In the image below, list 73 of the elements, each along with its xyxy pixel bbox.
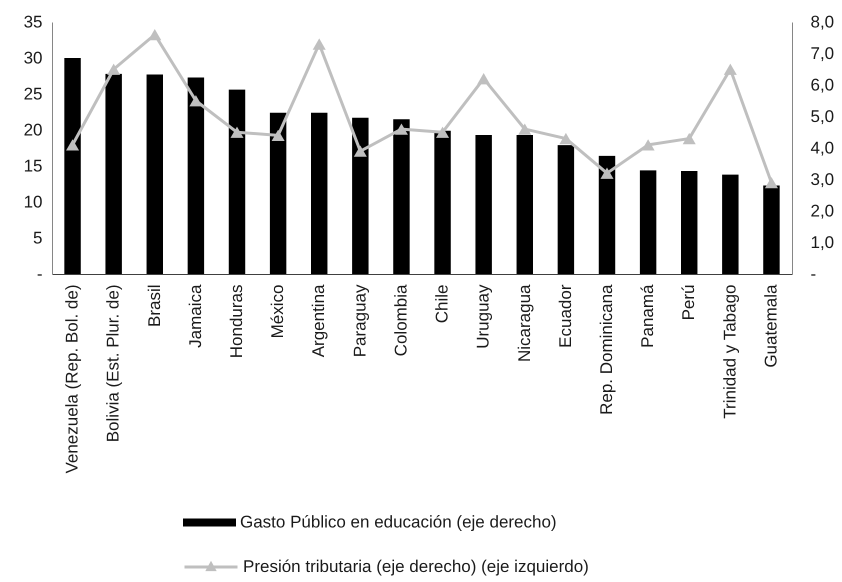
y2-tick-label: 3,0 (810, 170, 834, 189)
y2-tick-label: 1,0 (810, 233, 834, 252)
x-tick-label: Ecuador (556, 284, 575, 348)
point (148, 28, 162, 40)
x-tick-label: Nicaragua (514, 284, 534, 362)
x-tick-label: Brasil (144, 284, 164, 328)
point (764, 177, 778, 188)
point (559, 132, 572, 144)
point (642, 139, 655, 150)
legend-label: Gasto Público en educación (eje derecho) (240, 512, 557, 532)
bar (393, 119, 410, 274)
x-tick-label: Guatemala (761, 284, 780, 368)
y-tick-label: - (36, 264, 42, 284)
point (436, 126, 450, 138)
y2-tick-label: 2,0 (810, 202, 834, 220)
point (189, 95, 202, 106)
x-tick-label: México (268, 284, 288, 338)
bar (598, 156, 616, 274)
bar (352, 118, 369, 274)
point (312, 38, 326, 50)
y-tick-label: 35 (24, 12, 42, 32)
bar (558, 145, 574, 274)
x-tick-label: Trinidad y Tabago (720, 284, 740, 419)
y2-tick-label: 4,0 (810, 138, 834, 158)
bar (228, 90, 246, 274)
y-tick-label: 15 (24, 156, 42, 176)
point (230, 126, 244, 138)
bar (64, 58, 81, 274)
point (394, 123, 408, 135)
x-tick-label: Panamá (638, 284, 658, 348)
x-tick-label: Perú (679, 284, 698, 320)
bar (681, 171, 698, 274)
x-tick-label: Venezuela (Rep. Bol. de) (62, 284, 82, 474)
x-tick-label: Chile (432, 284, 452, 324)
bar (516, 135, 533, 274)
x-tick-label: Honduras (227, 284, 246, 358)
bar (311, 112, 328, 274)
bar (722, 174, 739, 274)
point (682, 132, 696, 144)
x-tick-label: Argentina (309, 284, 328, 358)
point (66, 139, 80, 150)
bar (270, 112, 286, 274)
point (272, 130, 285, 142)
y2-tick-label: 7,0 (810, 44, 834, 63)
legend-label: Presión tributaria (eje derecho) (eje izquierdo) (243, 557, 589, 576)
bar (146, 74, 163, 274)
y-tick-label: 30 (24, 48, 42, 68)
point (600, 168, 614, 179)
x-tick-label: Bolivia (Est. Plur. de) (104, 284, 123, 442)
y-tick-label: 20 (24, 120, 42, 140)
x-tick-label: Uruguay (474, 284, 493, 349)
point (518, 123, 532, 135)
bar (640, 170, 656, 274)
x-tick-label: Paraguay (350, 284, 370, 358)
bar (188, 77, 204, 274)
y-tick-label: 25 (24, 84, 42, 104)
y2-tick-label: 6,0 (810, 76, 834, 94)
point (354, 146, 367, 157)
y2-tick-label: 8,0 (810, 12, 834, 32)
y2-tick-label: - (810, 264, 816, 284)
y2-tick-label: 5,0 (810, 107, 834, 126)
x-tick-label: Rep. Dominicana (597, 284, 616, 415)
point (724, 64, 737, 75)
bar (763, 185, 780, 274)
bar (105, 74, 122, 274)
bar (475, 135, 492, 274)
bar (434, 130, 451, 274)
y-tick-label: 5 (33, 228, 42, 248)
point (107, 64, 120, 75)
x-tick-label: Colombia (391, 284, 410, 356)
point (477, 73, 490, 84)
x-tick-label: Jamaica (186, 284, 205, 348)
y-tick-label: 10 (24, 192, 42, 212)
